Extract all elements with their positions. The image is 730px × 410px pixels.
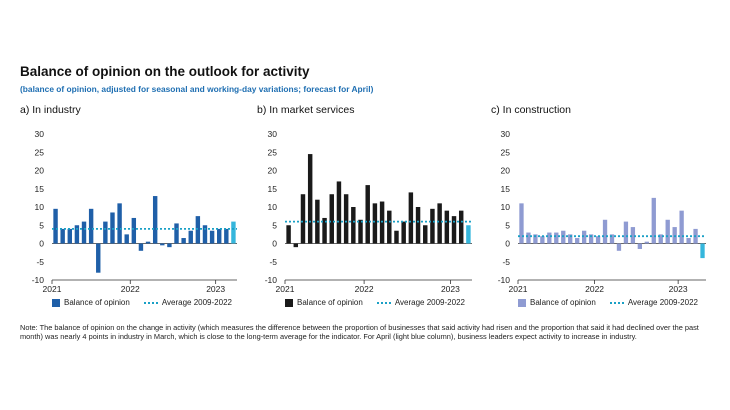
- bar: [110, 212, 115, 244]
- bar: [131, 217, 137, 244]
- bar: [96, 243, 101, 273]
- bar: [117, 203, 122, 244]
- panel-title-services: b) In market services: [257, 104, 355, 116]
- x-tick-label: 2022: [121, 284, 140, 292]
- legend-swatch-construction: [518, 298, 526, 307]
- legend-average-label: Average 2009-2022: [161, 298, 232, 307]
- bar: [174, 223, 179, 244]
- forecast-bar: [231, 221, 236, 244]
- bar: [181, 238, 186, 244]
- bar: [81, 221, 87, 244]
- bar: [74, 225, 80, 244]
- bar: [67, 228, 72, 244]
- legend-swatch-industry: [52, 298, 60, 307]
- chart-subtitle: (balance of opinion, adjusted for season…: [20, 84, 374, 94]
- panel-title-construction: c) In construction: [491, 104, 571, 116]
- x-tick-label: 2023: [206, 284, 225, 292]
- bar: [209, 230, 215, 244]
- bar: [124, 234, 129, 244]
- y-tick-label: 30: [35, 129, 45, 139]
- legend-average-label: Average 2009-2022: [627, 298, 698, 307]
- panel-title-industry: a) In industry: [20, 104, 81, 116]
- legend-construction: Balance of opinion Average 2009-2022: [518, 298, 698, 307]
- bar: [53, 208, 58, 244]
- bar: [202, 225, 208, 244]
- legend-average-marker: [143, 301, 158, 304]
- y-tick-label: 0: [39, 239, 44, 249]
- bar: [145, 241, 151, 244]
- legend-services: Balance of opinion Average 2009-2022: [285, 298, 465, 307]
- legend-series-label: Balance of opinion: [297, 298, 363, 307]
- y-tick-label: -10: [32, 275, 45, 285]
- y-tick-label: 25: [35, 147, 45, 157]
- chart-note: Note: The balance of opinion on the chan…: [20, 323, 699, 341]
- y-tick-label: 20: [35, 166, 45, 176]
- bar: [224, 228, 229, 244]
- bar: [138, 243, 144, 251]
- y-tick-label: -5: [36, 257, 44, 267]
- bar: [167, 243, 172, 248]
- bar: [60, 228, 65, 244]
- bar: [160, 243, 165, 246]
- y-tick-label: 15: [35, 184, 45, 194]
- bar: [88, 208, 94, 244]
- y-tick-label: 10: [35, 202, 45, 212]
- bar: [217, 228, 222, 244]
- legend-industry: Balance of opinion Average 2009-2022: [52, 298, 232, 307]
- bar: [188, 230, 193, 244]
- legend-average-marker: [376, 301, 391, 304]
- legend-average-marker: [609, 301, 624, 304]
- bar: [103, 221, 108, 244]
- chart-title: Balance of opinion on the outlook for ac…: [20, 64, 310, 79]
- legend-swatch-services: [285, 298, 293, 307]
- legend-series-label: Balance of opinion: [64, 298, 130, 307]
- legend-series-label: Balance of opinion: [530, 298, 596, 307]
- y-tick-label: 5: [39, 220, 44, 230]
- legend-average-label: Average 2009-2022: [394, 298, 465, 307]
- bar: [195, 216, 201, 244]
- bar: [152, 196, 158, 244]
- x-tick-label: 2021: [43, 284, 62, 292]
